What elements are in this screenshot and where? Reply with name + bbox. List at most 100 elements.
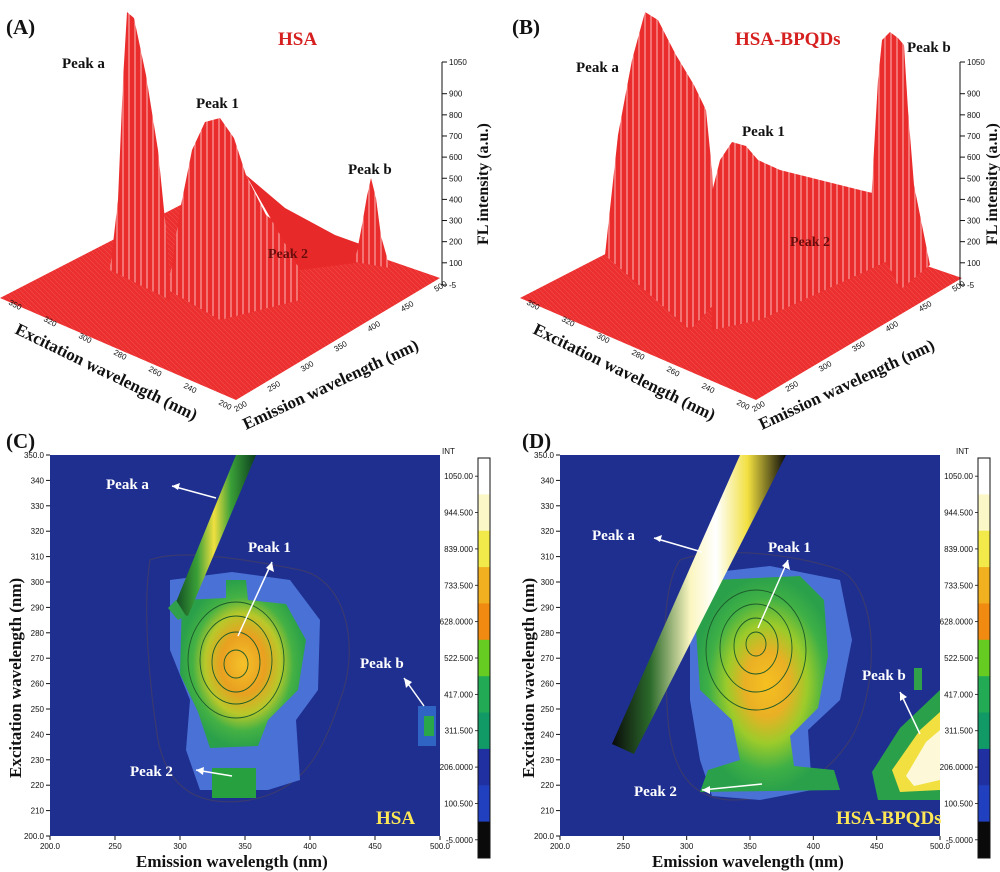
z-tick-label: -5	[967, 281, 975, 290]
z-tick-label: 100	[449, 259, 463, 268]
contour-sample-tag: HSA-BPQDs	[836, 808, 942, 829]
x-tick-label: 500.0	[430, 842, 451, 851]
surface-peak-label: Peak 1	[196, 96, 239, 112]
colorbar-label: 417.000	[944, 690, 973, 699]
annotation-arrow-head	[782, 560, 790, 570]
z-tick-label: 900	[449, 90, 463, 99]
contour-peak-label: Peak b	[862, 668, 906, 684]
colorbar-swatch	[978, 567, 990, 604]
y-tick-label: 260	[541, 680, 555, 689]
y-tick-label: 340	[31, 476, 45, 485]
y-tick-label: 280	[31, 629, 45, 638]
colorbar-label: 100.500	[944, 799, 973, 808]
colorbar-title: INT	[956, 447, 969, 456]
contour-line	[719, 603, 793, 693]
excitation-tick-label: 240	[700, 381, 716, 395]
panel-a: (A) HSA Peak a Peak 1 Peak b Peak 2 1050…	[0, 12, 492, 434]
z-tick-label: 1050	[449, 58, 467, 67]
contour-peak-label: Peak b	[360, 656, 404, 672]
contour-map	[146, 455, 436, 803]
z-tick-label: 400	[967, 195, 981, 204]
colorbar-swatch	[978, 603, 990, 641]
z-tick-label: 600	[967, 153, 981, 162]
surface-peak-1	[710, 142, 890, 330]
contour-line	[705, 589, 807, 711]
contour-sample-tag: HSA	[376, 808, 415, 829]
contour-line	[223, 649, 249, 679]
x-tick-label: 450	[368, 842, 382, 851]
contour-line	[187, 601, 285, 719]
y-tick-label: 250	[31, 705, 45, 714]
surface-shoulder	[246, 175, 363, 270]
y-tick-label: 310	[541, 553, 555, 562]
x-tick-label: 450	[870, 842, 884, 851]
emission-axis-label: Emission wavelength (nm)	[652, 852, 844, 871]
z-axis-label: FL intensity (a.u.)	[984, 123, 1000, 245]
annotation-arrow	[701, 783, 763, 791]
peak-annotations: Peak a Peak 1 Peak b Peak 2	[592, 528, 921, 800]
y-tick-label: 210	[31, 807, 45, 816]
panel-letter-c: (C)	[6, 429, 35, 453]
x-tick-label: 200.0	[40, 842, 61, 851]
colorbar-swatch	[978, 748, 990, 786]
y-tick-label: 250	[541, 705, 555, 714]
z-tick-label: 200	[449, 238, 463, 247]
x-tick-label: 300	[173, 842, 187, 851]
x-tick-label: 500.0	[930, 842, 951, 851]
contour-line	[146, 554, 350, 803]
colorbar-label: 311.500	[945, 727, 974, 736]
colorbar-title: INT	[442, 447, 455, 456]
emission-tick-label: 200	[233, 399, 250, 414]
z-tick-label: 500	[967, 174, 981, 183]
excitation-tick-label: 200	[735, 398, 751, 412]
emission-tick-label: 400	[366, 319, 383, 334]
z-tick-label: 800	[449, 111, 463, 120]
colorbar-label: -5.0000	[446, 836, 474, 845]
z-tick-label: 1050	[967, 58, 985, 67]
axis-ticks: 200.0 250 300 350 400 450 500.0 200.0 210 220 230 2…	[534, 451, 951, 851]
x-tick-label: 250	[108, 842, 122, 851]
y-tick-label: 340	[541, 476, 555, 485]
y-tick-label: 280	[541, 629, 555, 638]
annotation-arrow-head	[266, 562, 274, 572]
annotation-arrow-head	[196, 767, 204, 775]
emission-axis-label: Emission wavelength (nm)	[136, 852, 328, 871]
surface-peak-1	[168, 118, 300, 320]
contour-line	[199, 615, 273, 705]
x-tick-label: 250	[617, 842, 631, 851]
contour-peak-label: Peak 2	[130, 764, 173, 780]
emission-tick-label: 300	[299, 359, 316, 374]
colorbar-swatch	[478, 821, 490, 859]
peak-annotations: Peak a Peak 1 Peak b Peak 2	[106, 477, 425, 780]
colorbar-swatch	[478, 748, 490, 786]
colorbar-label: 1050.00	[444, 472, 473, 481]
y-tick-label: 260	[31, 680, 45, 689]
contour-line	[745, 631, 767, 657]
colorbar-swatch	[478, 676, 490, 714]
contour-peak-label: Peak 1	[768, 540, 811, 556]
contour-band-peak-a	[168, 600, 186, 620]
colorbar-label: 733.500	[444, 581, 473, 590]
colorbar-label: 839.000	[944, 545, 973, 554]
colorbar-swatch	[978, 494, 990, 532]
y-tick-label: 330	[541, 502, 555, 511]
z-tick-label: 100	[967, 259, 981, 268]
colorbar-label: 417.000	[444, 690, 473, 699]
z-tick-label: 700	[449, 132, 463, 141]
surface-peak-b	[355, 178, 390, 268]
y-tick-label: 350.0	[534, 451, 555, 460]
colorbar-label: 733.500	[944, 581, 973, 590]
colorbar-swatch	[478, 494, 490, 532]
surface-peak-label: Peak 2	[268, 247, 308, 262]
colorbar-swatch	[478, 603, 490, 641]
annotation-arrow-head	[404, 678, 412, 688]
y-tick-label: 200.0	[534, 832, 555, 841]
z-axis-label: FL intensity (a.u.)	[475, 123, 492, 245]
z-tick-label: -5	[449, 281, 457, 290]
panel-letter-a: (A)	[6, 15, 35, 39]
colorbar-swatch	[478, 567, 490, 604]
excitation-axis-label: Excitation wavelength (nm)	[6, 578, 25, 778]
surface-peak-label: Peak b	[348, 162, 392, 178]
annotation-arrow-head	[900, 692, 907, 701]
